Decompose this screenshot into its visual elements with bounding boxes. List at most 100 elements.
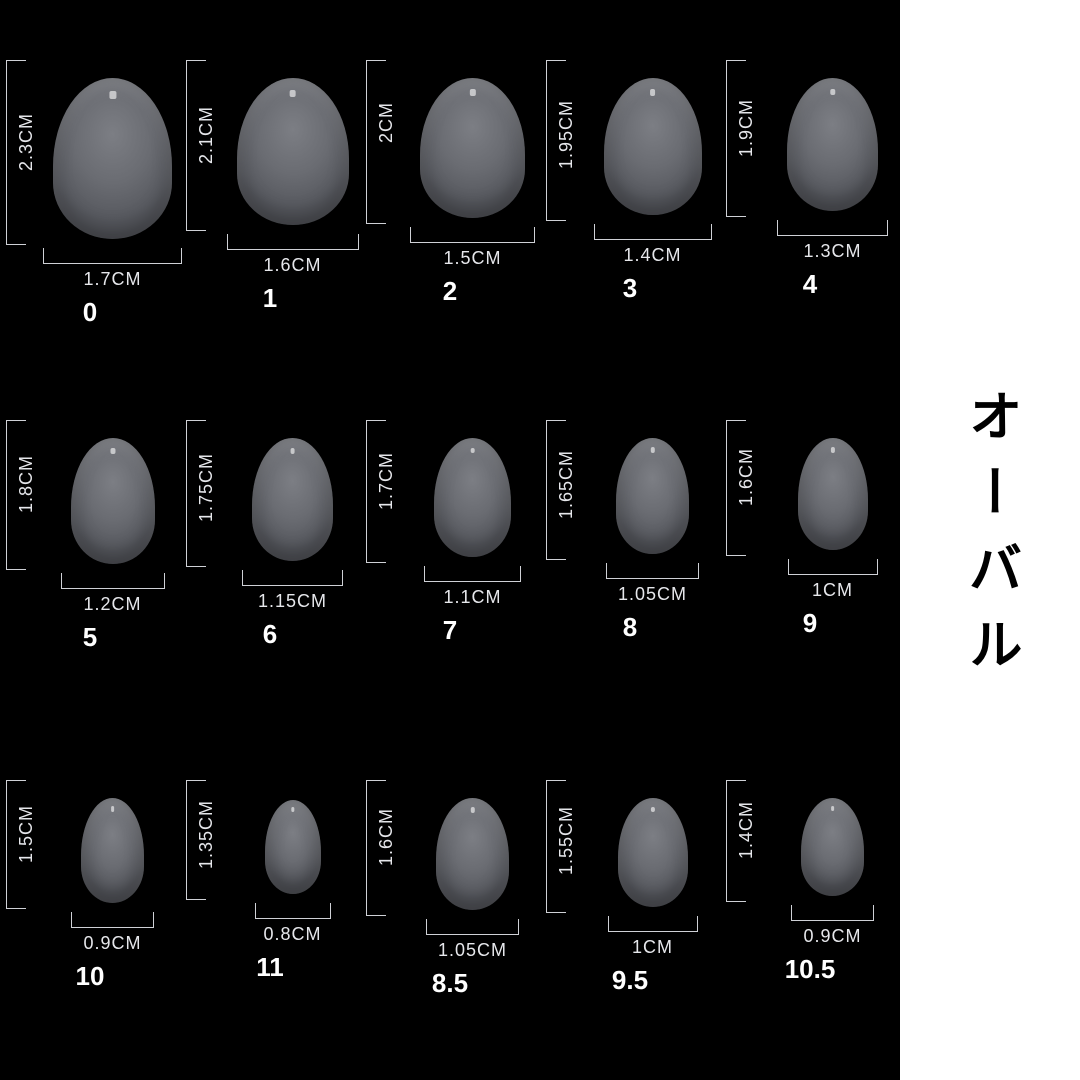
width-label: 0.8CM xyxy=(255,924,331,945)
size-id: 1 xyxy=(180,283,360,314)
size-cell: 1.6CM1CM9 xyxy=(720,400,900,700)
height-bracket xyxy=(366,420,367,563)
size-cell: 1.6CM 1.05CM 8.5 xyxy=(360,760,540,1060)
width-bracket xyxy=(606,578,700,579)
size-id: 8 xyxy=(540,612,720,643)
shape-title: オーバル xyxy=(963,388,1017,692)
width-label: 1CM xyxy=(788,580,878,601)
nail-shape xyxy=(436,798,510,910)
nail-shape xyxy=(616,438,690,554)
width-bracket xyxy=(426,934,520,935)
size-id: 6 xyxy=(180,619,360,650)
height-bracket xyxy=(546,60,547,221)
size-id: 11 xyxy=(180,952,360,983)
size-cell: 2.3CM 1.7CM 0 xyxy=(0,40,180,340)
width-label: 1.2CM xyxy=(61,594,165,615)
size-cell: 2CM 1.5CM 2 xyxy=(360,40,540,340)
height-label: 1.55CM xyxy=(556,806,577,875)
width-bracket xyxy=(791,920,874,921)
width-bracket xyxy=(43,263,182,264)
size-id: 5 xyxy=(0,622,180,653)
nail-shape xyxy=(798,438,868,550)
nail-shape xyxy=(434,438,511,557)
nail-shape xyxy=(71,438,155,564)
width-bracket xyxy=(410,242,535,243)
height-label: 1.6CM xyxy=(376,808,397,866)
height-label: 1.95CM xyxy=(556,100,577,169)
height-bracket xyxy=(186,780,187,900)
width-label: 0.9CM xyxy=(71,933,154,954)
width-label: 1.3CM xyxy=(777,241,888,262)
width-bracket xyxy=(227,249,359,250)
size-cell: 1.8CM 1.2CM 5 xyxy=(0,400,180,700)
width-label: 1.15CM xyxy=(242,591,343,612)
width-label: 1.05CM xyxy=(606,584,700,605)
nail-shape xyxy=(237,78,349,225)
nail-shape xyxy=(81,798,144,903)
width-bracket xyxy=(242,585,343,586)
height-label: 1.6CM xyxy=(736,448,757,506)
height-bracket xyxy=(6,420,7,570)
size-chart-stage: 2.3CM 1.7CM 0 2.1CM 1.6CM 1 2CM 1.5CM 2 1.95CM 1.4… xyxy=(0,0,900,1080)
height-bracket xyxy=(186,420,187,567)
size-cell: 1.5CM 0.9CM 10 xyxy=(0,760,180,1060)
width-bracket xyxy=(777,235,888,236)
height-label: 2CM xyxy=(376,102,397,143)
size-id: 7 xyxy=(360,615,540,646)
nail-shape xyxy=(618,798,688,907)
size-cell: 1.7CM 1.1CM 7 xyxy=(360,400,540,700)
height-bracket xyxy=(6,60,7,245)
size-cell: 1.75CM 1.15CM 6 xyxy=(180,400,360,700)
height-bracket xyxy=(6,780,7,909)
nail-shape xyxy=(53,78,172,239)
height-label: 2.1CM xyxy=(196,106,217,164)
size-id: 2 xyxy=(360,276,540,307)
size-cell: 2.1CM 1.6CM 1 xyxy=(180,40,360,340)
width-label: 1.05CM xyxy=(426,940,520,961)
nail-shape xyxy=(787,78,878,211)
width-bracket xyxy=(61,588,165,589)
width-label: 1CM xyxy=(608,937,698,958)
width-label: 0.9CM xyxy=(791,926,874,947)
width-bracket xyxy=(424,581,521,582)
height-label: 2.3CM xyxy=(16,113,37,171)
height-bracket xyxy=(726,780,727,902)
height-bracket xyxy=(546,780,547,913)
width-label: 1.1CM xyxy=(424,587,521,608)
height-label: 1.8CM xyxy=(16,455,37,513)
height-bracket xyxy=(366,780,367,916)
size-cell: 1.35CM 0.8CM 11 xyxy=(180,760,360,1060)
height-label: 1.65CM xyxy=(556,450,577,519)
nail-shape xyxy=(604,78,702,215)
height-bracket xyxy=(726,60,727,217)
width-bracket xyxy=(255,918,331,919)
size-id: 0 xyxy=(0,297,180,328)
width-label: 1.5CM xyxy=(410,248,535,269)
side-panel: オーバル xyxy=(900,0,1080,1080)
height-bracket xyxy=(366,60,367,224)
width-label: 1.7CM xyxy=(43,269,182,290)
nail-shape xyxy=(252,438,333,561)
size-cell: 1.9CM 1.3CM 4 xyxy=(720,40,900,340)
height-label: 1.4CM xyxy=(736,801,757,859)
width-label: 1.6CM xyxy=(227,255,359,276)
height-bracket xyxy=(546,420,547,560)
size-cell: 1.4CM0.9CM10.5 xyxy=(720,760,900,1060)
width-bracket xyxy=(71,927,154,928)
width-bracket xyxy=(594,239,712,240)
size-cell: 1.95CM 1.4CM 3 xyxy=(540,40,720,340)
height-label: 1.5CM xyxy=(16,805,37,863)
size-cell: 1.65CM 1.05CM 8 xyxy=(540,400,720,700)
width-bracket xyxy=(608,931,698,932)
size-id: 10 xyxy=(0,961,180,992)
size-id: 8.5 xyxy=(360,968,540,999)
size-id: 3 xyxy=(540,273,720,304)
height-label: 1.9CM xyxy=(736,99,757,157)
size-id: 4 xyxy=(720,269,900,300)
width-label: 1.4CM xyxy=(594,245,712,266)
height-label: 1.75CM xyxy=(196,453,217,522)
height-label: 1.35CM xyxy=(196,800,217,869)
nail-shape xyxy=(265,800,321,895)
width-bracket xyxy=(788,574,878,575)
height-label: 1.7CM xyxy=(376,452,397,510)
